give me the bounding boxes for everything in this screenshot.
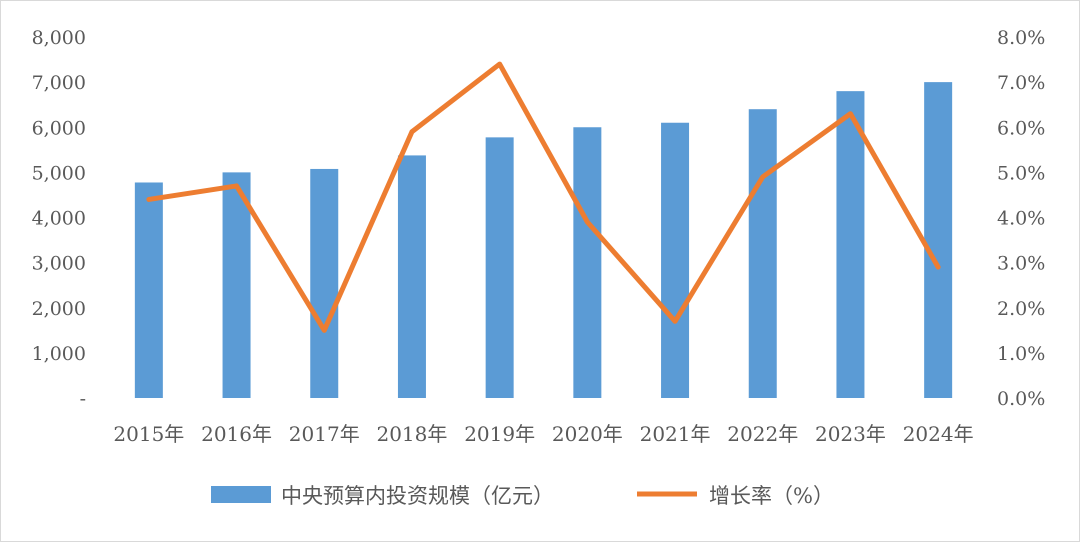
x-axis-label: 2022年 [727,422,798,446]
legend-bar-swatch [211,486,271,503]
x-axis-label: 2015年 [113,422,184,446]
legend-bar-label: 中央预算内投资规模（亿元） [281,484,554,508]
bar-2021年 [661,123,689,398]
bar-2018年 [398,155,426,398]
left-axis-tick: 7,000 [32,72,86,94]
bar-2023年 [836,91,864,398]
bar-2015年 [135,182,163,398]
left-axis-tick: 6,000 [32,117,86,139]
x-axis-label: 2019年 [464,422,535,446]
x-axis-label: 2016年 [201,422,272,446]
growth-rate-line [149,64,938,330]
x-axis-label: 2024年 [903,422,974,446]
left-axis-tick: 3,000 [32,253,86,275]
left-axis-tick: 8,000 [32,27,86,49]
right-axis-tick: 2.0% [997,298,1045,320]
right-axis-tick: 3.0% [997,253,1045,275]
bar-2017年 [310,169,338,398]
right-axis-tick: 4.0% [997,208,1045,230]
bar-2020年 [573,127,601,398]
bar-2024年 [924,82,952,398]
right-axis-tick: 0.0% [997,388,1045,410]
left-axis-tick: 4,000 [32,208,86,230]
right-axis-tick: 1.0% [997,343,1045,365]
legend-line-label: 增长率（%） [709,484,834,508]
right-axis-tick: 5.0% [997,162,1045,184]
bar-2022年 [749,109,777,398]
bar-2019年 [486,137,514,398]
right-axis-tick: 7.0% [997,72,1045,94]
left-axis-tick: - [80,388,86,410]
right-axis-tick: 8.0% [997,27,1045,49]
left-axis-tick: 5,000 [32,162,86,184]
x-axis-label: 2018年 [376,422,447,446]
left-axis-tick: 2,000 [32,298,86,320]
left-axis-tick: 1,000 [32,343,86,365]
x-axis-label: 2023年 [815,422,886,446]
x-axis-label: 2020年 [552,422,623,446]
right-axis-tick: 6.0% [997,117,1045,139]
x-axis-label: 2021年 [640,422,711,446]
x-axis-label: 2017年 [289,422,360,446]
